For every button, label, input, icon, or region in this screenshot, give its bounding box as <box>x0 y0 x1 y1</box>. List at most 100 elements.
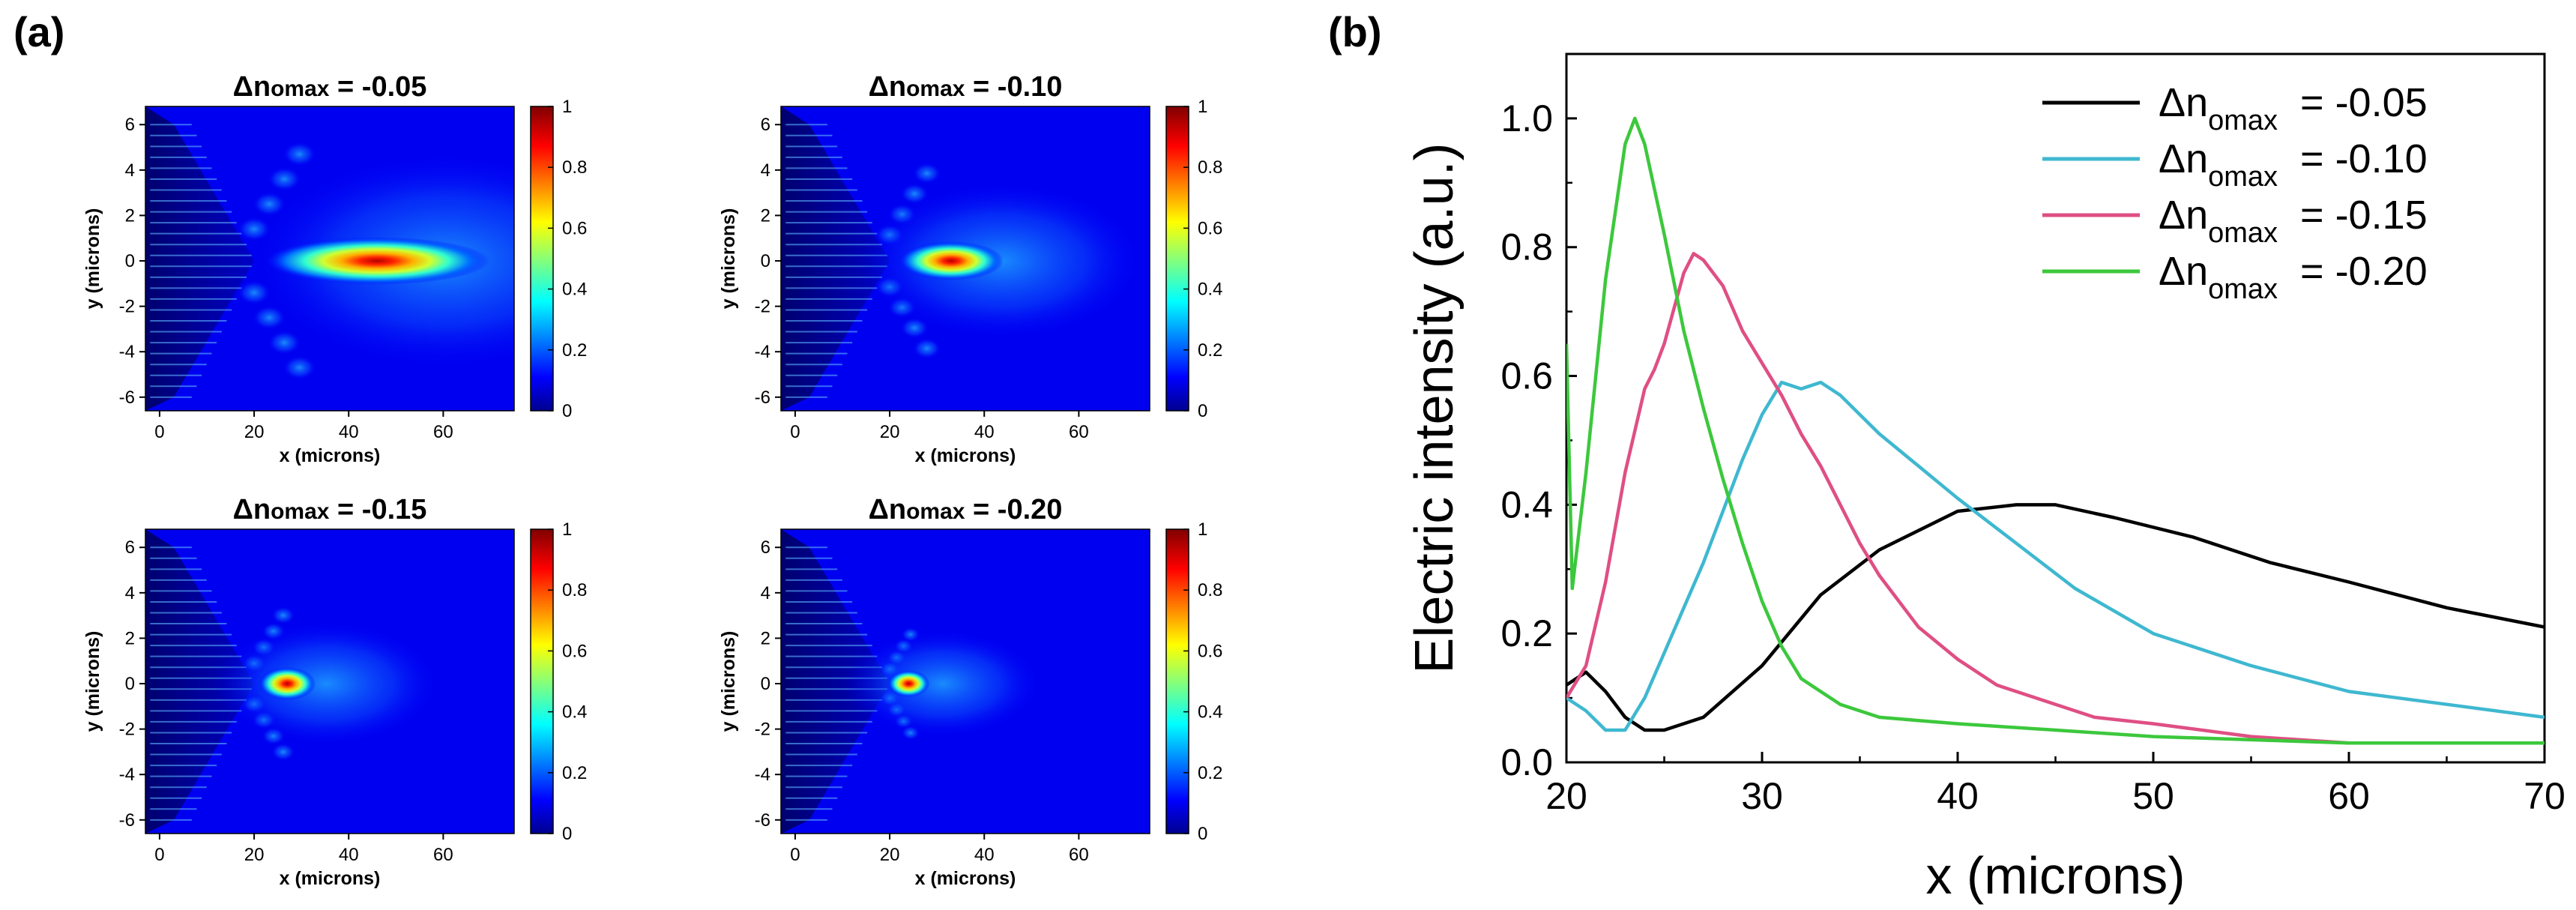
x-tick-label: 20 <box>244 845 265 865</box>
x-tick-label: 20 <box>880 845 900 865</box>
plot-frame <box>145 106 515 412</box>
diffraction-lobe <box>912 337 941 359</box>
heatmap-title: Δnomax = -0.15 <box>233 494 427 525</box>
title-subscript: omax <box>271 76 330 101</box>
y-tick-label: 0 <box>761 251 770 271</box>
y-tick-label: 0 <box>125 251 135 271</box>
legend-subscript: omax <box>2208 105 2278 136</box>
x-tick-label: 60 <box>1069 845 1089 865</box>
legend-label: Δnomax = -0.20 <box>2159 249 2428 305</box>
x-tick-label: 30 <box>1741 775 1783 817</box>
y-axis-label: y (microns) <box>82 208 103 310</box>
colorbar <box>1165 528 1189 834</box>
series-line <box>1566 252 2545 745</box>
y-tick-label: -2 <box>119 720 135 740</box>
colorbar-tick-label: 0 <box>1198 824 1207 844</box>
legend-label: Δnomax = -0.10 <box>2159 136 2428 193</box>
x-tick-label: 0 <box>154 845 164 865</box>
title-subscript: omax <box>906 499 965 524</box>
colorbar-tick-label: 1 <box>1198 97 1207 117</box>
x-tick-label: 40 <box>974 845 995 865</box>
legend-subscript: omax <box>2208 217 2278 249</box>
legend-value: = -0.05 <box>2300 80 2428 125</box>
x-tick-label: 40 <box>339 422 359 442</box>
y-tick-label: 4 <box>761 583 770 603</box>
y-tick-label: 0.4 <box>1500 483 1553 525</box>
y-tick-label: 0.0 <box>1500 741 1553 783</box>
diffraction-lobe <box>271 743 295 761</box>
beam-glow <box>845 630 1040 738</box>
plot-frame <box>780 106 1150 412</box>
y-tick-label: -2 <box>755 297 770 317</box>
title-value: = -0.20 <box>965 494 1062 525</box>
colorbar-tick-label: 0.2 <box>562 763 587 783</box>
lens-region <box>781 106 890 411</box>
colorbar <box>530 528 554 834</box>
x-tick-label: 60 <box>2328 775 2370 817</box>
x-tick-label: 40 <box>1937 775 1979 817</box>
colorbar-tick-label: 0.8 <box>1198 157 1222 178</box>
colorbar-tick-label: 0.8 <box>562 157 587 178</box>
y-tick-label: 6 <box>761 115 770 135</box>
x-tick-label: 60 <box>433 845 453 865</box>
heatmap-title: Δnomax = -0.10 <box>869 71 1063 103</box>
colorbar-tick-label: 0 <box>1198 401 1207 421</box>
y-tick-label: 0.2 <box>1500 612 1553 654</box>
y-tick-label: 0 <box>761 674 770 694</box>
series-line <box>1566 116 2545 745</box>
title-delta-n: Δn <box>233 71 271 103</box>
title-delta-n: Δn <box>869 71 907 103</box>
y-tick-label: 6 <box>761 537 770 558</box>
x-axis-label: x (microns) <box>1925 846 2185 905</box>
diffraction-lobe <box>271 606 295 624</box>
y-tick-label: 2 <box>125 205 135 226</box>
series-line <box>1566 380 2545 732</box>
diffraction-lobe <box>268 331 301 355</box>
colorbar-tick-label: 0.6 <box>562 218 587 238</box>
colorbar-tick-label: 0.6 <box>1198 641 1222 661</box>
beam-glow <box>214 621 439 746</box>
x-tick-label: 0 <box>154 422 164 442</box>
lens-region <box>145 106 255 411</box>
legend-value: = -0.10 <box>2300 136 2428 181</box>
y-tick-label: -6 <box>755 810 770 831</box>
title-value: = -0.05 <box>329 71 426 103</box>
series-line <box>1566 503 2545 732</box>
y-tick-label: -2 <box>119 297 135 317</box>
diffraction-lobe <box>912 163 941 184</box>
y-axis-label: Electric intensity (a.u.) <box>1405 142 1465 673</box>
title-value: = -0.15 <box>329 494 426 525</box>
y-tick-label: 2 <box>761 205 770 226</box>
y-axis-label: y (microns) <box>718 631 739 732</box>
colorbar-tick-label: 0.4 <box>562 280 587 300</box>
y-tick-label: -4 <box>755 765 770 785</box>
y-tick-label: -6 <box>119 810 135 831</box>
title-delta-n: Δn <box>233 494 271 525</box>
title-subscript: omax <box>906 76 965 101</box>
colorbar-tick-label: 0.2 <box>1198 340 1222 361</box>
colorbar-tick-label: 0.6 <box>1198 218 1222 238</box>
colorbar-tick-label: 0.4 <box>562 702 587 723</box>
x-tick-label: 0 <box>790 422 800 442</box>
plot-frame <box>145 528 515 834</box>
x-tick-label: 0 <box>790 845 800 865</box>
title-value: = -0.10 <box>965 71 1062 103</box>
x-tick-label: 60 <box>1069 422 1089 442</box>
x-axis-label: x (microns) <box>915 445 1016 466</box>
focal-spot <box>887 670 930 698</box>
legend-delta-n: Δn <box>2159 80 2208 125</box>
y-tick-label: 0.8 <box>1500 226 1553 268</box>
y-axis-label: y (microns) <box>82 631 103 732</box>
legend-delta-n: Δn <box>2159 193 2208 238</box>
x-tick-label: 20 <box>1545 775 1587 817</box>
x-tick-label: 20 <box>880 422 900 442</box>
colorbar-tick-label: 0 <box>562 401 572 421</box>
x-axis-label: x (microns) <box>280 868 381 889</box>
colorbar-tick-label: 0.4 <box>1198 702 1222 723</box>
